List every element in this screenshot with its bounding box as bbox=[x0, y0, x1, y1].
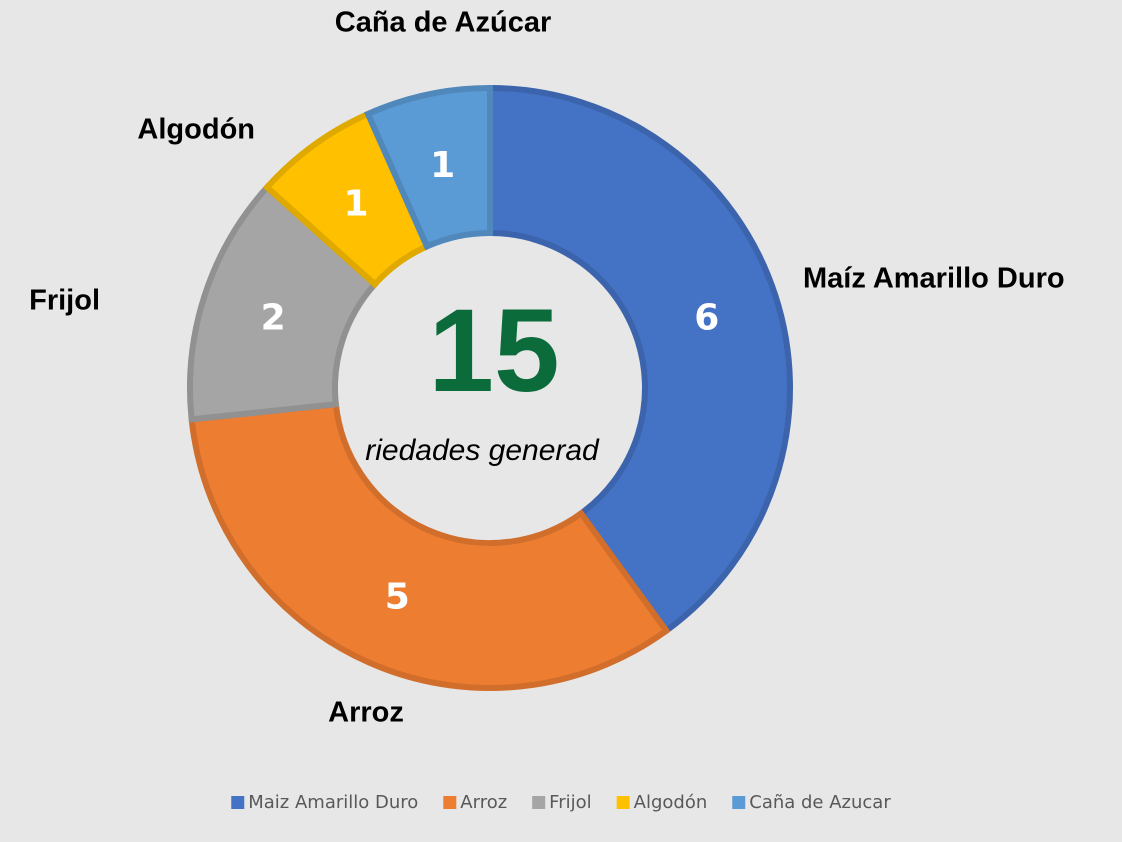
legend-swatch bbox=[732, 796, 746, 809]
legend-swatch bbox=[443, 796, 457, 809]
data-label: 1 bbox=[430, 145, 455, 186]
legend-label: Algodón bbox=[634, 792, 708, 813]
center-value: 15 bbox=[428, 285, 559, 417]
category-label: Frijol bbox=[29, 285, 100, 317]
legend-label: Maiz Amarillo Duro bbox=[248, 792, 418, 813]
legend-label: Frijol bbox=[549, 792, 591, 813]
data-label: 5 bbox=[385, 576, 410, 617]
legend-label: Caña de Azucar bbox=[749, 792, 891, 813]
legend-swatch bbox=[616, 796, 630, 809]
category-label: Caña de Azúcar bbox=[335, 7, 552, 39]
donut-segment bbox=[487, 84, 793, 635]
category-label: Maíz Amarillo Duro bbox=[803, 263, 1065, 295]
legend-label: Arroz bbox=[460, 792, 507, 813]
data-label: 6 bbox=[694, 298, 719, 339]
donut-segment bbox=[188, 400, 671, 691]
data-label: 2 bbox=[261, 298, 286, 339]
legend-swatch bbox=[231, 796, 245, 809]
legend-swatch bbox=[532, 796, 546, 809]
center-text: riedades generad bbox=[365, 434, 600, 467]
data-label: 1 bbox=[343, 184, 368, 225]
category-label: Algodón bbox=[137, 114, 255, 146]
category-label: Arroz bbox=[328, 697, 404, 729]
donut-segment bbox=[364, 84, 493, 251]
